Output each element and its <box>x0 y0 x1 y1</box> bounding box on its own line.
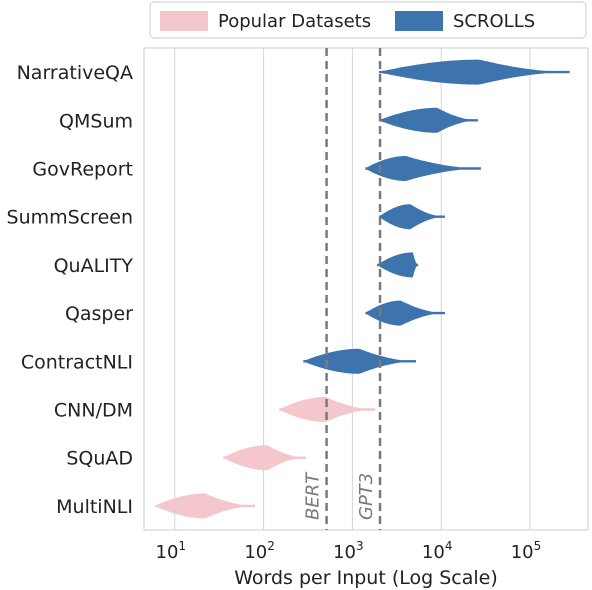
y-tick-label: NarrativeQA <box>17 62 133 84</box>
y-tick-label: MultiNLI <box>56 496 133 518</box>
violin-contractnli <box>303 348 416 374</box>
x-tick-label: 102 <box>244 539 275 563</box>
y-tick-label: QMSum <box>59 110 133 132</box>
legend-frame <box>149 1 587 39</box>
plot-area <box>143 47 589 531</box>
reference-label-gpt3: GPT3 <box>356 473 377 520</box>
violin-narrativeqa <box>379 59 570 85</box>
x-tick-label: 105 <box>511 539 542 563</box>
y-axis-labels: NarrativeQA QMSum GovReport SummScreen QuALI… <box>7 62 134 518</box>
legend-swatch-scrolls <box>395 11 443 31</box>
violin-qasper <box>365 300 445 326</box>
legend: Popular Datasets SCROLLS <box>149 1 587 39</box>
y-tick-label: CNN/DM <box>54 400 133 422</box>
legend-label-scrolls: SCROLLS <box>453 11 535 32</box>
legend-label-popular: Popular Datasets <box>218 11 371 32</box>
x-axis-label: Words per Input (Log Scale) <box>234 567 498 589</box>
y-tick-label: ContractNLI <box>21 351 133 373</box>
violin-summscreen <box>379 204 445 230</box>
y-tick-label: SQuAD <box>66 448 133 470</box>
y-tick-label: GovReport <box>32 159 133 181</box>
violin-multinli <box>155 493 255 519</box>
violin-cnn-dm <box>279 397 376 422</box>
y-tick-label: SummScreen <box>7 207 133 229</box>
violin-govreport <box>365 156 481 181</box>
y-tick-label: QuALITY <box>54 255 134 277</box>
x-tick-label: 101 <box>156 539 187 563</box>
legend-swatch-popular <box>160 11 208 31</box>
reference-label-bert: BERT <box>303 471 324 520</box>
violin-qmsum <box>379 107 478 133</box>
violins <box>155 59 570 519</box>
y-tick-label: Qasper <box>65 303 133 325</box>
reference-lines: BERT GPT3 <box>303 48 382 530</box>
violin-quality <box>377 252 419 278</box>
x-axis-ticks: 101 102 103 104 105 <box>156 539 542 563</box>
x-tick-label: 103 <box>333 539 364 563</box>
violin-squad <box>223 445 306 471</box>
x-tick-label: 104 <box>422 539 453 563</box>
